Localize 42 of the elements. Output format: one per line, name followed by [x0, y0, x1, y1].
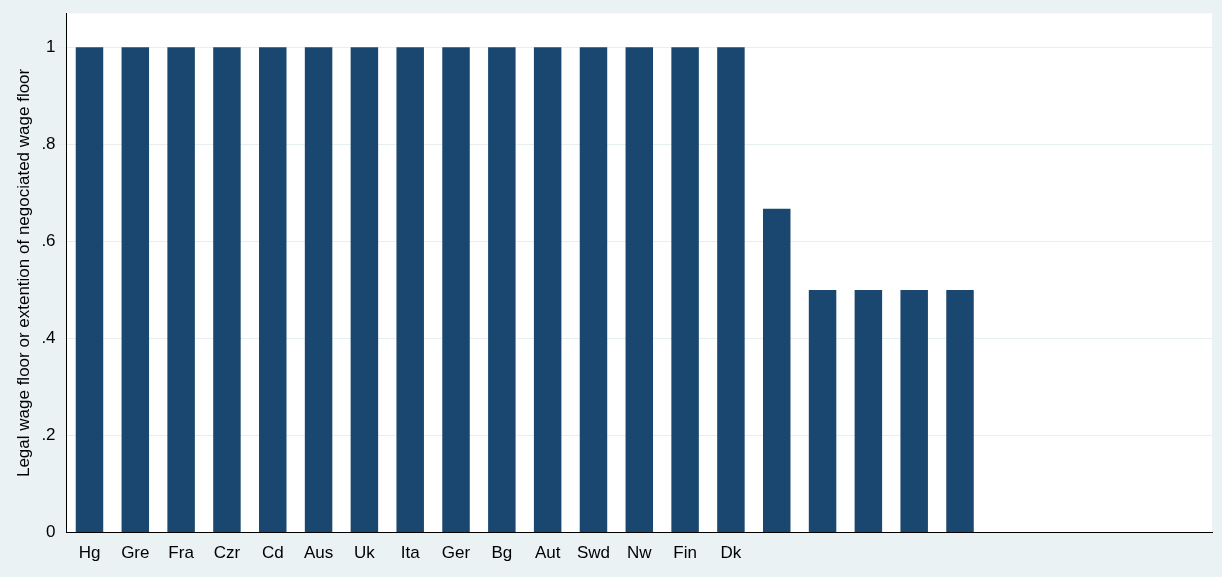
bar	[350, 47, 379, 533]
x-tick-label: Nw	[627, 543, 653, 563]
y-axis-title: Legal wage floor or extention of negociated wage floor	[13, 68, 33, 478]
bar	[900, 289, 928, 533]
bar	[442, 47, 470, 533]
x-tick-label: Ger	[441, 543, 471, 563]
bar	[533, 47, 562, 533]
y-tick-label: .6	[41, 231, 56, 251]
x-tick-label: Fin	[673, 543, 697, 563]
y-tick-label: 0	[46, 522, 56, 542]
bar	[625, 47, 654, 533]
bar	[121, 47, 150, 533]
x-tick-label: Gre	[121, 543, 150, 563]
x-tick-label: Bg	[491, 543, 513, 563]
x-tick-label: Aus	[303, 543, 334, 563]
bar	[579, 47, 608, 533]
x-tick-label: Dk	[720, 543, 742, 563]
x-tick-label: Uk	[354, 543, 376, 563]
x-tick-label: Aut	[534, 543, 561, 563]
y-tick-label: .4	[41, 328, 56, 348]
bar	[808, 289, 837, 533]
bar	[259, 47, 287, 533]
bar	[854, 289, 883, 533]
bar	[946, 289, 974, 533]
bar	[75, 47, 104, 533]
bar	[213, 47, 241, 533]
bar	[396, 47, 424, 533]
x-tick-label: Fra	[168, 543, 195, 563]
y-tick-label: 1	[46, 36, 56, 56]
bar	[762, 208, 791, 533]
y-tick-label: .2	[41, 425, 56, 445]
bar	[671, 47, 699, 533]
bar	[167, 47, 195, 533]
x-tick-label: Ita	[400, 543, 421, 563]
x-tick-label: Swd	[576, 543, 611, 563]
bar	[304, 47, 333, 533]
bar	[717, 47, 745, 533]
x-tick-label: Cd	[261, 543, 284, 563]
x-tick-label: Hg	[78, 543, 101, 563]
x-tick-label: Czr	[213, 543, 241, 563]
bar	[488, 47, 516, 533]
y-tick-label: .8	[41, 133, 56, 153]
